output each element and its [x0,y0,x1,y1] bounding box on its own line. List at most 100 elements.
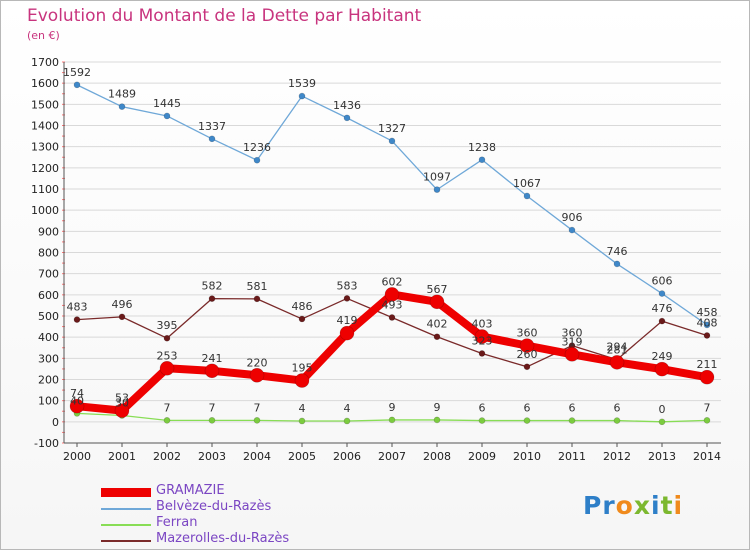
data-label: 9 [434,401,441,414]
data-label: 1236 [243,141,271,154]
data-label: 395 [157,319,178,332]
data-point [343,417,351,425]
data-point [298,315,306,323]
data-label: 1445 [153,97,181,110]
legend-label-gramazie: GRAMAZIE [156,483,225,498]
y-tick-label: 1700 [31,56,59,69]
data-label: 458 [697,306,718,319]
logo-letter: P [583,491,603,520]
data-point [159,360,175,376]
logo-letter: t [660,491,674,520]
data-label: 1238 [468,141,496,154]
data-point [564,347,580,362]
data-label: 9 [389,401,396,414]
logo-letter: o [615,491,634,520]
data-point [568,226,576,234]
x-tick-label: 2010 [513,450,541,463]
data-point [658,290,666,297]
data-point [703,332,711,339]
x-tick-label: 2004 [243,450,271,463]
data-label: 249 [652,350,673,363]
x-tick-label: 2007 [378,450,406,463]
y-tick-label: 300 [38,352,59,365]
y-tick-label: 200 [38,374,59,387]
data-label: 1436 [333,99,361,112]
y-tick-label: 400 [38,331,59,344]
logo-letter: x [633,491,651,520]
y-tick-label: 1200 [31,162,59,175]
data-point [69,398,85,414]
data-label: 483 [67,301,88,314]
legend-swatch-gramazie [101,488,151,497]
data-label: 606 [652,275,673,288]
data-label: 40 [70,394,84,407]
data-label: 0 [659,403,666,416]
x-tick-label: 2014 [693,450,721,463]
data-point [118,103,126,110]
data-label: 253 [157,349,178,362]
proxiti-logo: Proxiti [583,491,683,520]
data-point [253,417,261,424]
data-label: 602 [382,275,403,288]
data-point [384,287,400,302]
data-label: 1592 [63,66,91,79]
legend-swatch-ferran [101,524,151,526]
data-label: 1097 [423,171,451,184]
y-tick-label: 1300 [31,141,59,154]
data-label: 195 [292,362,313,375]
data-label: 30 [115,396,129,409]
data-point [163,334,171,342]
data-label: 486 [292,300,313,313]
data-point [388,137,396,145]
data-label: 4 [344,402,351,415]
data-point [253,295,261,303]
x-tick-label: 2008 [423,450,451,463]
data-point [523,363,531,371]
data-label: 476 [652,302,673,315]
data-point [163,112,171,120]
y-tick-label: 500 [38,310,59,323]
data-point [654,361,670,377]
data-label: 6 [524,402,531,415]
data-point [433,186,441,193]
x-tick-label: 2001 [108,450,136,463]
data-point [478,417,486,424]
data-label: 220 [247,356,268,369]
data-label: 1337 [198,120,226,133]
y-tick-label: 1400 [31,120,59,133]
y-tick-label: 700 [38,268,59,281]
data-point [163,417,171,424]
x-tick-label: 2000 [63,450,91,463]
data-point [429,294,445,310]
data-point [478,156,486,164]
data-label: 419 [337,314,358,327]
data-label: 323 [472,334,493,347]
data-point [343,295,351,302]
data-point [298,92,306,100]
data-point [249,367,265,383]
data-point [658,317,666,325]
data-label: 360 [517,327,538,340]
legend-swatch-mazerolles [101,540,151,542]
data-label: 1067 [513,177,541,190]
data-point [609,355,625,370]
x-tick-label: 2009 [468,450,496,463]
data-point [568,417,576,424]
data-point [388,416,396,424]
data-point [388,314,396,321]
y-tick-label: 600 [38,289,59,302]
data-point [114,403,130,418]
data-label: 7 [209,401,216,414]
x-tick-label: 2012 [603,450,631,463]
data-point [613,260,621,268]
data-label: 746 [607,245,628,258]
data-label: 583 [337,279,358,292]
legend-label-mazerolles: Mazerolles-du-Razès [156,531,290,546]
legend-label-belveze: Belvèze-du-Razès [156,499,272,514]
data-label: 6 [479,402,486,415]
chart-title: Evolution du Montant de la Dette par Hab… [27,6,422,26]
y-tick-label: 1500 [31,98,59,111]
legend-swatch-belveze [101,508,151,510]
data-label: 241 [202,352,223,365]
